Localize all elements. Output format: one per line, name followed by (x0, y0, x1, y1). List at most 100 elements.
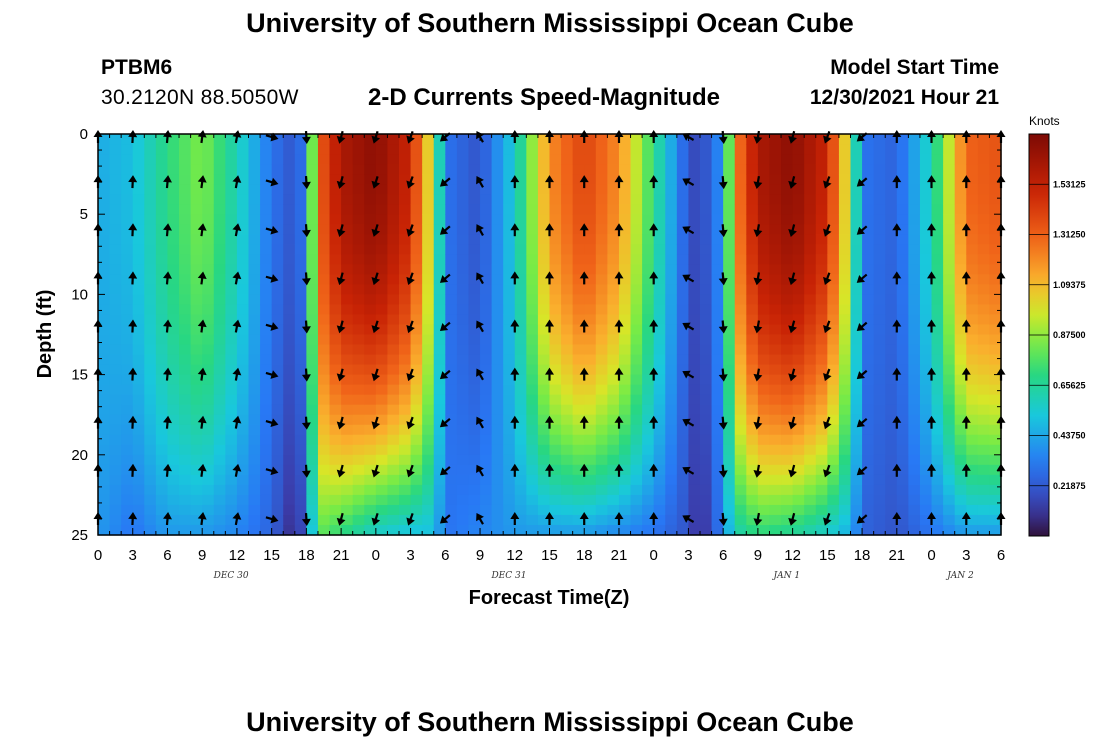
current-arrow (718, 176, 728, 190)
current-arrow (753, 368, 763, 382)
heatmap-cell (885, 354, 898, 366)
heatmap-cell (98, 184, 111, 195)
heatmap-cell (283, 484, 296, 496)
heatmap-cell (954, 484, 967, 496)
heatmap-cell (109, 284, 122, 296)
heatmap-cell (838, 394, 852, 406)
heatmap-cell (595, 334, 608, 346)
heatmap-cell (838, 244, 852, 255)
heatmap-cell (283, 454, 296, 466)
heatmap-cell (283, 354, 296, 366)
heatmap-cell (757, 194, 771, 205)
heatmap-cell (966, 234, 979, 245)
heatmap-cell (561, 324, 574, 336)
heatmap-cell (804, 184, 817, 195)
heatmap-cell (109, 244, 122, 255)
heatmap-cell (364, 344, 377, 356)
heatmap-cell (503, 304, 516, 316)
heatmap-cell (271, 404, 284, 416)
heatmap-cell (236, 374, 250, 386)
heatmap-cell (919, 134, 933, 145)
heatmap-cell (792, 264, 805, 275)
heatmap-cell (815, 444, 828, 456)
heatmap-cell (746, 164, 759, 175)
heatmap-cell (283, 254, 296, 265)
heatmap-cell (306, 234, 319, 245)
heatmap-cell (503, 494, 516, 506)
heatmap-cell (514, 224, 527, 235)
heatmap-cell (908, 354, 921, 366)
heatmap-cell (352, 314, 365, 326)
heatmap-cell (757, 274, 771, 285)
heatmap-cell (688, 374, 701, 386)
current-arrow (788, 176, 797, 189)
heatmap-cell (179, 464, 192, 476)
heatmap-cell (954, 344, 967, 356)
heatmap-cell (850, 494, 863, 506)
heatmap-cell (236, 444, 250, 456)
heatmap-cell (283, 364, 296, 376)
heatmap-cell (190, 264, 203, 275)
heatmap-cell (584, 144, 597, 155)
heatmap-cell (399, 344, 412, 356)
heatmap-cell (653, 474, 666, 486)
heatmap-cell (225, 424, 238, 436)
heatmap-cell (179, 434, 192, 446)
heatmap-cell (943, 314, 956, 326)
heatmap-cell (734, 514, 747, 526)
heatmap-cell (862, 164, 875, 175)
heatmap-cell (618, 254, 632, 265)
heatmap-cell (665, 434, 678, 446)
heatmap-cell (456, 204, 470, 215)
heatmap-cell (827, 144, 840, 155)
heatmap-cell (433, 164, 446, 175)
heatmap-cell (630, 174, 643, 185)
heatmap-cell (862, 294, 875, 306)
heatmap-cell (781, 144, 794, 155)
heatmap-cell (653, 454, 666, 466)
heatmap-cell (480, 214, 493, 225)
heatmap-cell (618, 134, 632, 145)
heatmap-cell (144, 484, 157, 496)
heatmap-cell (213, 344, 226, 356)
current-arrow (476, 176, 484, 188)
heatmap-cell (98, 334, 111, 346)
heatmap-cell (248, 274, 261, 285)
heatmap-cell (121, 334, 134, 346)
heatmap-cell (433, 144, 446, 155)
heatmap-cell (341, 324, 354, 336)
heatmap-cell (341, 364, 354, 376)
heatmap-cell (491, 474, 504, 486)
heatmap-cell (387, 274, 400, 285)
heatmap-cell (109, 444, 122, 456)
heatmap-cell (896, 354, 909, 366)
current-arrow (892, 463, 902, 477)
heatmap-cell (572, 384, 585, 396)
heatmap-cell (919, 174, 933, 185)
heatmap-cell (688, 244, 701, 255)
heatmap-cell (283, 174, 296, 185)
heatmap-cell (364, 384, 377, 396)
current-arrow (927, 223, 936, 237)
heatmap-cell (873, 184, 886, 195)
heatmap-cell (121, 164, 134, 175)
heatmap-cell (954, 164, 967, 175)
heatmap-cell (352, 334, 365, 346)
heatmap-cell (838, 404, 852, 416)
heatmap-cell (850, 434, 863, 446)
heatmap-cell (734, 194, 747, 205)
heatmap-cell (526, 364, 539, 376)
heatmap-cell (630, 294, 643, 306)
heatmap-cell (468, 284, 481, 296)
heatmap-cell (943, 204, 956, 215)
heatmap-cell (283, 504, 296, 516)
heatmap-cell (746, 504, 759, 516)
heatmap-cell (607, 164, 620, 175)
heatmap-cell (908, 494, 921, 506)
heatmap-cell (329, 434, 342, 446)
heatmap-cell (630, 304, 643, 316)
heatmap-cell (341, 484, 354, 496)
heatmap-cell (815, 224, 828, 235)
heatmap-cell (792, 234, 805, 245)
heatmap-cell (862, 244, 875, 255)
